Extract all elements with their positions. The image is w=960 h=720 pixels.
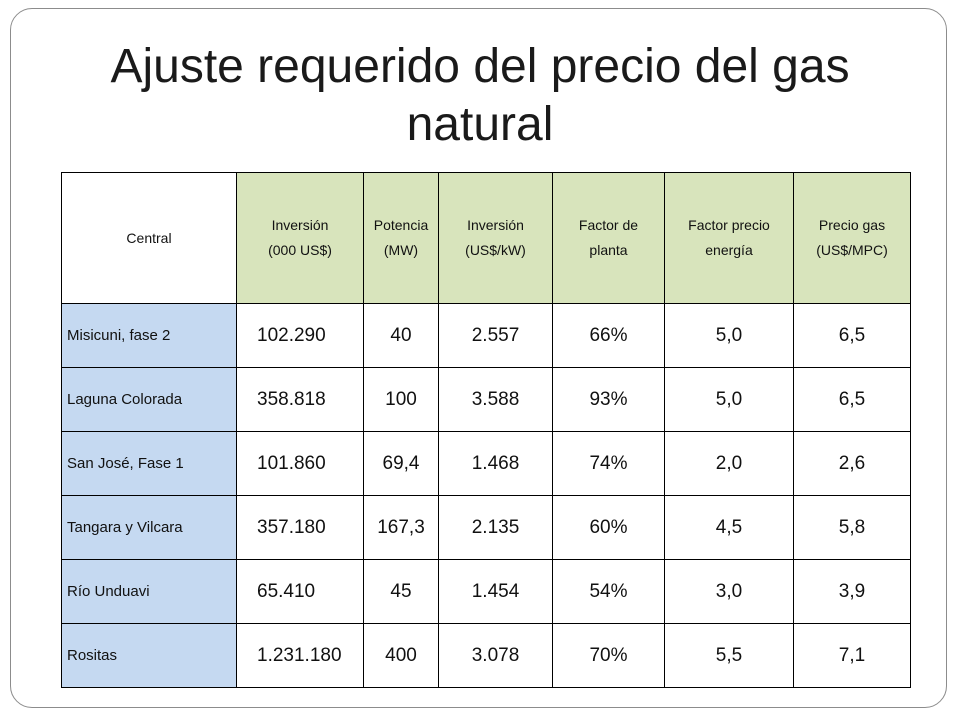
cell-gas-price: 6,5	[793, 303, 911, 368]
cell-investment-total: 358.818	[236, 367, 364, 432]
cell-power: 40	[363, 303, 439, 368]
cell-energy-price-factor: 3,0	[664, 559, 794, 624]
cell-energy-price-factor: 4,5	[664, 495, 794, 560]
cell-plant-factor: 74%	[552, 431, 665, 496]
cell-central-name: Rositas	[61, 623, 237, 688]
header-cell-energy-price-factor: Factor precio energía	[664, 172, 794, 304]
cell-investment-total: 102.290	[236, 303, 364, 368]
cell-plant-factor: 93%	[552, 367, 665, 432]
cell-energy-price-factor: 5,0	[664, 367, 794, 432]
cell-power: 100	[363, 367, 439, 432]
cell-central-name: Misicuni, fase 2	[61, 303, 237, 368]
cell-gas-price: 3,9	[793, 559, 911, 624]
cell-power: 400	[363, 623, 439, 688]
cell-energy-price-factor: 2,0	[664, 431, 794, 496]
cell-energy-price-factor: 5,0	[664, 303, 794, 368]
table-row: San José, Fase 1 101.860 69,4 1.468 74% …	[61, 431, 911, 496]
cell-power: 167,3	[363, 495, 439, 560]
cell-gas-price: 6,5	[793, 367, 911, 432]
cell-investment-total: 65.410	[236, 559, 364, 624]
cell-plant-factor: 54%	[552, 559, 665, 624]
table-header-row: Central Inversión (000 US$) Potencia (MW) …	[61, 172, 911, 304]
header-cell-investment-per-kw: Inversión (US$/kW)	[438, 172, 553, 304]
header-cell-investment-total: Inversión (000 US$)	[236, 172, 364, 304]
cell-central-name: Río Unduavi	[61, 559, 237, 624]
cell-gas-price: 7,1	[793, 623, 911, 688]
header-cell-plant-factor: Factor de planta	[552, 172, 665, 304]
cell-investment-per-kw: 3.588	[438, 367, 553, 432]
cell-gas-price: 2,6	[793, 431, 911, 496]
header-cell-gas-price: Precio gas (US$/MPC)	[793, 172, 911, 304]
table-row: Rositas 1.231.180 400 3.078 70% 5,5 7,1	[61, 623, 911, 688]
cell-investment-total: 357.180	[236, 495, 364, 560]
cell-plant-factor: 66%	[552, 303, 665, 368]
data-table: Central Inversión (000 US$) Potencia (MW) …	[61, 172, 911, 688]
cell-power: 45	[363, 559, 439, 624]
slide-title: Ajuste requerido del precio del gas natu…	[110, 40, 850, 151]
cell-plant-factor: 70%	[552, 623, 665, 688]
cell-investment-per-kw: 3.078	[438, 623, 553, 688]
cell-central-name: San José, Fase 1	[61, 431, 237, 496]
cell-power: 69,4	[363, 431, 439, 496]
cell-energy-price-factor: 5,5	[664, 623, 794, 688]
header-cell-power: Potencia (MW)	[363, 172, 439, 304]
cell-investment-per-kw: 1.468	[438, 431, 553, 496]
cell-investment-per-kw: 2.135	[438, 495, 553, 560]
cell-investment-per-kw: 1.454	[438, 559, 553, 624]
cell-plant-factor: 60%	[552, 495, 665, 560]
table-row: Río Unduavi 65.410 45 1.454 54% 3,0 3,9	[61, 559, 911, 624]
table-row: Laguna Colorada 358.818 100 3.588 93% 5,…	[61, 367, 911, 432]
cell-investment-total: 101.860	[236, 431, 364, 496]
header-cell-central: Central	[61, 172, 237, 304]
table-row: Misicuni, fase 2 102.290 40 2.557 66% 5,…	[61, 303, 911, 368]
cell-investment-total: 1.231.180	[236, 623, 364, 688]
cell-gas-price: 5,8	[793, 495, 911, 560]
cell-central-name: Tangara y Vilcara	[61, 495, 237, 560]
table-row: Tangara y Vilcara 357.180 167,3 2.135 60…	[61, 495, 911, 560]
cell-central-name: Laguna Colorada	[61, 367, 237, 432]
cell-investment-per-kw: 2.557	[438, 303, 553, 368]
